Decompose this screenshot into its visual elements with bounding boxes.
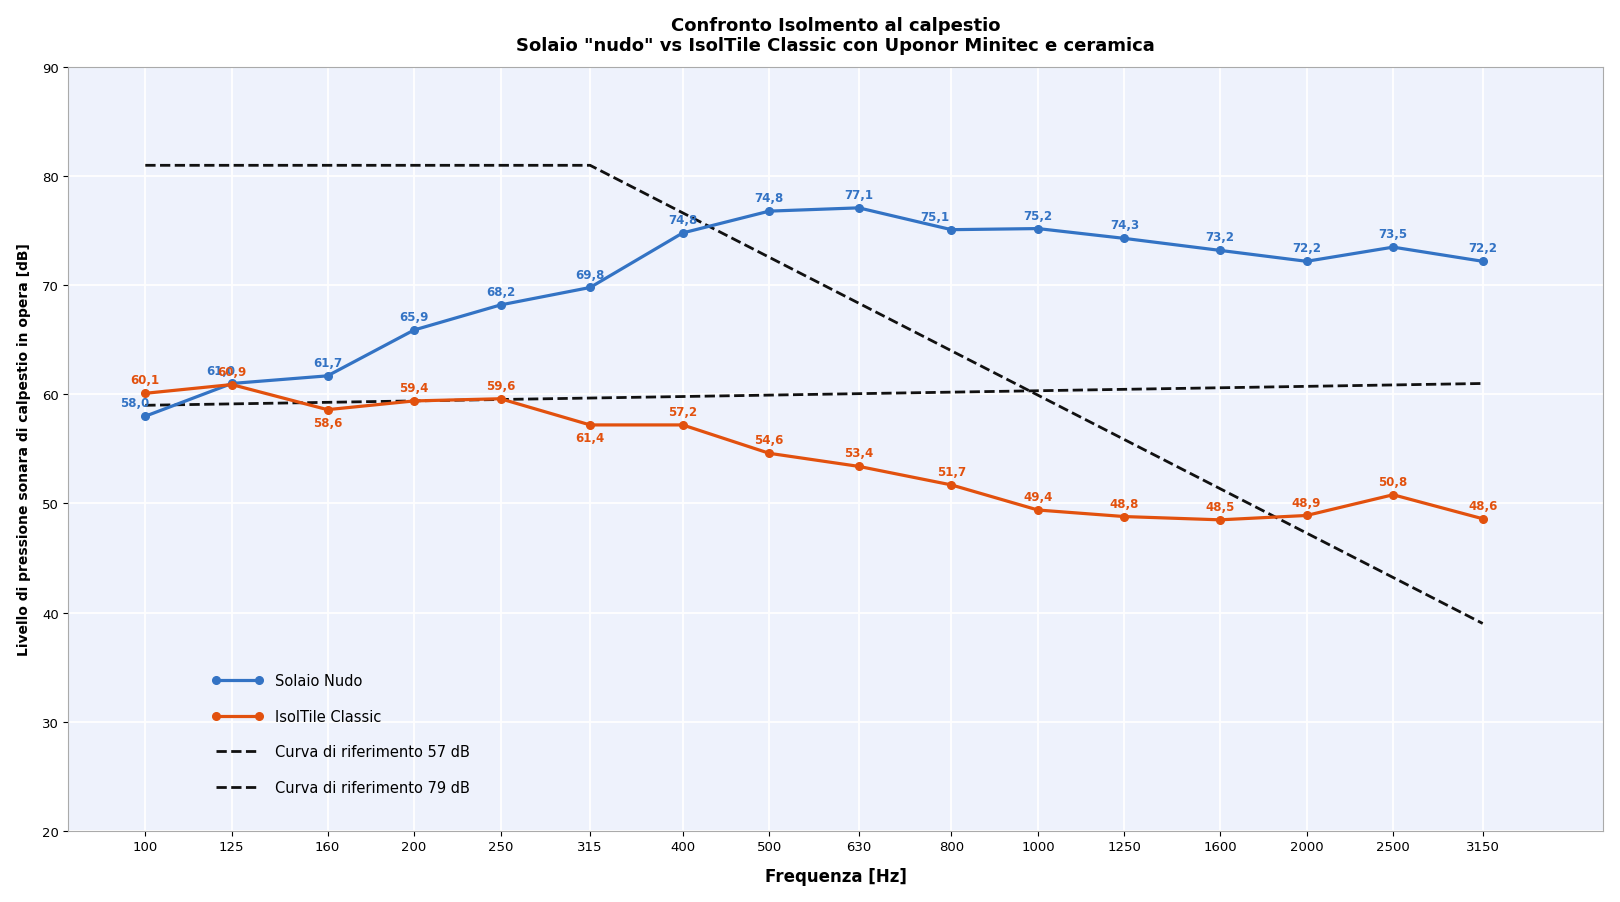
IsolTile Classic — [849, 462, 868, 473]
IsolTile Classic — [1115, 511, 1134, 522]
Text: 74,8: 74,8 — [755, 192, 784, 205]
Text: 60,9: 60,9 — [217, 365, 246, 378]
Text: 74,8: 74,8 — [667, 214, 697, 226]
IsolTile Classic — [491, 394, 510, 405]
Solaio Nudo — [760, 207, 779, 217]
Text: 53,4: 53,4 — [844, 447, 873, 460]
Text: 68,2: 68,2 — [486, 286, 515, 299]
IsolTile Classic — [1210, 515, 1230, 526]
IsolTile Classic — [672, 420, 692, 431]
IsolTile Classic — [1298, 511, 1317, 521]
Curva di riferimento 57 dB — [136, 400, 156, 411]
Solaio Nudo — [941, 225, 961, 235]
Solaio Nudo — [1473, 256, 1492, 267]
Text: 61,7: 61,7 — [313, 356, 342, 370]
X-axis label: Frequenza [Hz]: Frequenza [Hz] — [765, 868, 907, 886]
IsolTile Classic — [136, 389, 156, 400]
Text: 48,5: 48,5 — [1205, 501, 1234, 513]
Text: 75,2: 75,2 — [1024, 209, 1053, 223]
Text: 49,4: 49,4 — [1024, 491, 1053, 503]
Text: 65,9: 65,9 — [399, 310, 429, 324]
Text: 61,0: 61,0 — [206, 364, 235, 377]
Text: 58,0: 58,0 — [120, 397, 149, 410]
Curva di riferimento 79 dB — [580, 161, 599, 171]
Text: 60,1: 60,1 — [131, 374, 160, 387]
Text: 57,2: 57,2 — [667, 406, 697, 419]
Curva di riferimento 79 dB — [136, 161, 156, 171]
Solaio Nudo — [849, 203, 868, 214]
Title: Confronto Isolmento al calpestio
Solaio "nudo" vs IsolTile Classic con Uponor Mi: Confronto Isolmento al calpestio Solaio … — [517, 16, 1155, 55]
Solaio Nudo — [222, 379, 241, 390]
Text: 61,4: 61,4 — [575, 432, 604, 445]
Line: IsolTile Classic: IsolTile Classic — [141, 382, 1487, 524]
IsolTile Classic — [1383, 490, 1403, 501]
Solaio Nudo — [1029, 224, 1048, 235]
Text: 58,6: 58,6 — [313, 417, 342, 429]
Text: 73,5: 73,5 — [1379, 228, 1408, 241]
IsolTile Classic — [1473, 514, 1492, 525]
Text: 59,4: 59,4 — [399, 382, 429, 394]
Solaio Nudo — [580, 282, 599, 293]
IsolTile Classic — [318, 405, 337, 416]
Text: 72,2: 72,2 — [1293, 242, 1320, 255]
Text: 48,6: 48,6 — [1468, 499, 1497, 512]
Text: 48,8: 48,8 — [1110, 497, 1139, 510]
Text: 77,1: 77,1 — [844, 189, 873, 202]
Curva di riferimento 79 dB — [1473, 619, 1492, 630]
Text: 75,1: 75,1 — [920, 210, 949, 224]
Solaio Nudo — [1383, 243, 1403, 253]
IsolTile Classic — [222, 380, 241, 391]
IsolTile Classic — [405, 396, 424, 407]
Solaio Nudo — [672, 228, 692, 239]
Text: 74,3: 74,3 — [1110, 219, 1139, 232]
Text: 59,6: 59,6 — [486, 380, 515, 392]
Y-axis label: Livello di pressione sonara di calpestio in opera [dB]: Livello di pressione sonara di calpestio… — [16, 244, 31, 656]
IsolTile Classic — [760, 448, 779, 459]
Solaio Nudo — [1298, 256, 1317, 267]
Text: 69,8: 69,8 — [575, 268, 604, 281]
Text: 54,6: 54,6 — [755, 434, 784, 446]
Line: Curva di riferimento 57 dB: Curva di riferimento 57 dB — [146, 384, 1482, 406]
Text: 73,2: 73,2 — [1205, 231, 1234, 244]
Line: Solaio Nudo: Solaio Nudo — [141, 205, 1487, 420]
Text: 48,9: 48,9 — [1291, 496, 1322, 509]
Solaio Nudo — [318, 371, 337, 382]
Solaio Nudo — [1210, 245, 1230, 256]
Solaio Nudo — [1115, 234, 1134, 244]
Solaio Nudo — [405, 326, 424, 336]
Text: 72,2: 72,2 — [1468, 242, 1497, 255]
IsolTile Classic — [1029, 505, 1048, 516]
Text: 50,8: 50,8 — [1379, 475, 1408, 488]
Text: 51,7: 51,7 — [936, 465, 966, 478]
Line: Curva di riferimento 79 dB: Curva di riferimento 79 dB — [146, 166, 1482, 624]
IsolTile Classic — [941, 480, 961, 491]
Legend: Solaio Nudo, IsolTile Classic, Curva di riferimento 57 dB, Curva di riferimento : Solaio Nudo, IsolTile Classic, Curva di … — [206, 667, 475, 801]
Solaio Nudo — [136, 411, 156, 422]
Solaio Nudo — [491, 300, 510, 311]
IsolTile Classic — [580, 420, 599, 431]
Curva di riferimento 57 dB — [1473, 379, 1492, 390]
